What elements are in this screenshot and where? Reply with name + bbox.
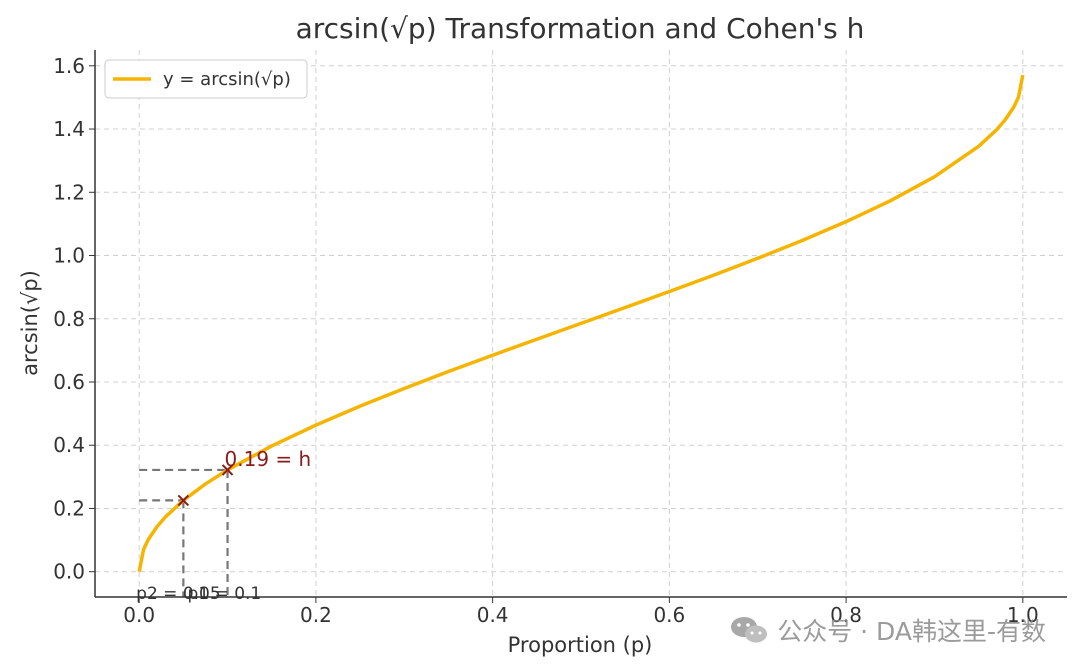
point-markers <box>177 464 234 507</box>
x-tick-label: 0.4 <box>477 603 509 627</box>
watermark: 公众号 · DA韩这里-有数 <box>729 612 1046 648</box>
p1-annotation: p1 = 0.1 <box>188 584 262 604</box>
y-tick-label: 0.0 <box>53 560 85 584</box>
series-line <box>137 74 1025 573</box>
y-tick-label: 1.6 <box>53 54 85 78</box>
x-marker <box>177 494 190 507</box>
x-tick-label: 0.0 <box>123 603 155 627</box>
x-tick-label: 0.8 <box>830 603 862 627</box>
grid <box>95 50 1067 597</box>
x-tick-label: 0.2 <box>300 603 332 627</box>
y-tick-label: 0.8 <box>53 307 85 331</box>
y-tick-label: 1.0 <box>53 244 85 268</box>
cohens-h-annotation: 0.19 = h <box>225 447 312 471</box>
x-axis-label: Proportion (p) <box>508 633 653 657</box>
chart-title: arcsin(√p) Transformation and Cohen's h <box>296 12 865 45</box>
series-layer <box>137 74 1025 573</box>
p2-annotation: p2 = 0.05 <box>136 584 221 604</box>
y-tick-label: 0.6 <box>53 370 85 394</box>
y-axis-label: arcsin(√p) <box>18 270 42 376</box>
x-tick-label: 1.0 <box>1007 603 1039 627</box>
legend-box <box>104 59 308 99</box>
wechat-icon <box>731 617 768 643</box>
guide-lines <box>139 468 229 597</box>
legend: y = arcsin(√p) <box>104 59 308 99</box>
watermark-text: 公众号 · DA韩这里-有数 <box>777 617 1046 646</box>
y-tick-label: 0.4 <box>53 433 85 457</box>
legend-label: y = arcsin(√p) <box>163 69 291 90</box>
y-tick-label: 1.2 <box>53 180 85 204</box>
ticks: 0.0 0.2 0.4 0.6 0.8 1.0 0.0 0.2 0.4 0.6 0.8 1.0 1.2 1… <box>53 54 1039 627</box>
axes <box>94 50 1067 598</box>
x-tick-label: 0.6 <box>653 603 685 627</box>
y-tick-label: 0.2 <box>53 496 85 520</box>
y-tick-label: 1.4 <box>53 117 85 141</box>
x-marker <box>221 464 234 476</box>
